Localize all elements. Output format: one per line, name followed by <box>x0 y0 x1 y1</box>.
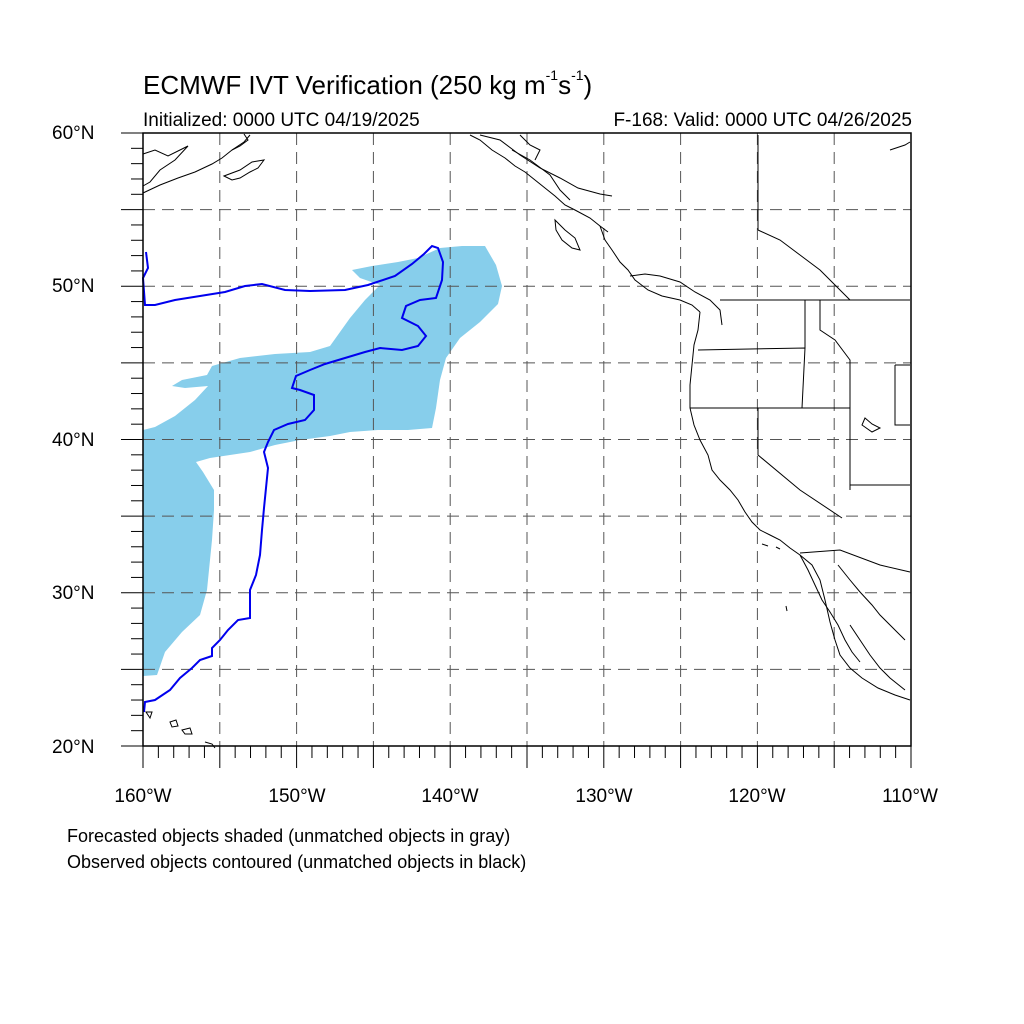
lat-lon-grid <box>143 133 911 746</box>
title-prefix: ECMWF IVT Verification (250 kg m <box>143 70 546 100</box>
observed-object-contour <box>141 244 445 713</box>
forecast-object-shaded <box>143 246 502 676</box>
lon-label-140w: 140°W <box>421 786 479 807</box>
title-mid: s <box>558 70 572 100</box>
axis-ticks <box>121 132 912 768</box>
lat-label-30n: 30°N <box>52 583 95 604</box>
legend-observed: Observed objects contoured (unmatched ob… <box>67 852 527 872</box>
lat-label-60n: 60°N <box>52 123 95 144</box>
legend-forecast: Forecasted objects shaded (unmatched obj… <box>67 826 511 846</box>
valid-time-label: F-168: Valid: 0000 UTC 04/26/2025 <box>613 110 912 131</box>
lon-label-150w: 150°W <box>268 786 326 807</box>
lat-label-50n: 50°N <box>52 276 95 297</box>
lat-label-40n: 40°N <box>52 430 95 451</box>
lon-label-160w: 160°W <box>114 786 172 807</box>
lon-label-120w: 120°W <box>728 786 786 807</box>
lat-label-20n: 20°N <box>52 737 95 758</box>
chart-title: ECMWF IVT Verification (250 kg m-1s-1) <box>143 67 593 101</box>
lon-label-110w: 110°W <box>882 786 938 807</box>
title-suffix: ) <box>583 70 593 100</box>
title-exponent-2: -1 <box>571 67 584 84</box>
coastlines-and-borders <box>142 133 911 749</box>
initialized-label: Initialized: 0000 UTC 04/19/2025 <box>143 110 420 131</box>
lon-label-130w: 130°W <box>575 786 633 807</box>
title-exponent-1: -1 <box>545 67 559 84</box>
